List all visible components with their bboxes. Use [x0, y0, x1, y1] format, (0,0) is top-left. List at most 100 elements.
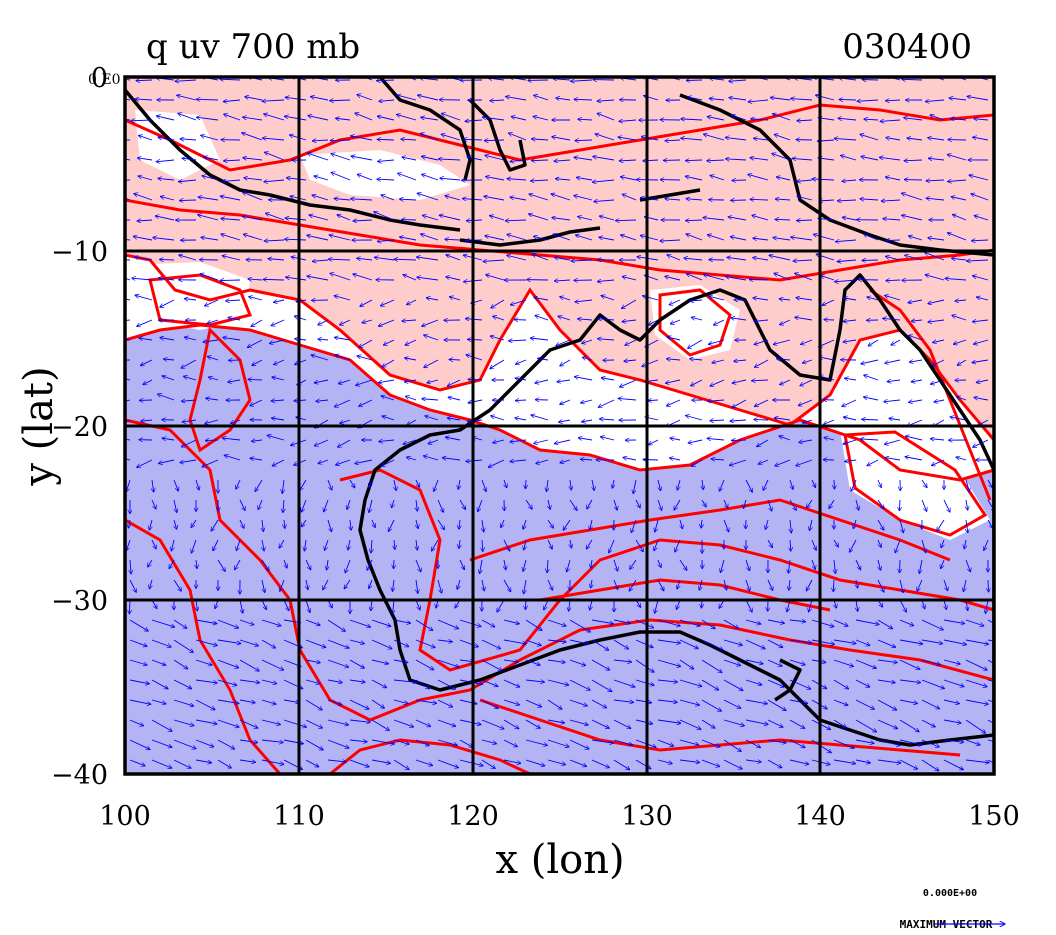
wind-vector: [701, 499, 706, 507]
wind-vector: [554, 439, 571, 444]
wind-vector: [707, 438, 725, 440]
wind-vector: [440, 178, 461, 180]
wind-vector: [208, 377, 219, 380]
wind-vector: [458, 479, 460, 489]
wind-vector: [691, 379, 703, 386]
wind-vector: [162, 438, 175, 440]
wind-vector: [381, 459, 395, 466]
wind-vector: [864, 397, 879, 401]
wind-vector: [158, 394, 175, 401]
wind-vectors: [125, 77, 994, 771]
wind-vector: [937, 519, 945, 531]
wind-vector: [843, 439, 857, 444]
plot-area: [125, 77, 994, 774]
wind-vector: [183, 376, 197, 381]
wind-vector: [178, 113, 197, 121]
y-axis-label: y (lat): [16, 366, 62, 486]
wind-vector: [242, 133, 263, 141]
wind-vector: [348, 539, 350, 550]
wind-vector: [640, 235, 659, 241]
wind-vector: [902, 79, 923, 80]
wind-vector: [633, 479, 637, 494]
wind-vector: [445, 239, 461, 240]
wind-vector: [601, 296, 615, 301]
wind-vector: [126, 539, 131, 551]
wind-vector: [394, 259, 417, 260]
wind-vector: [688, 339, 703, 348]
wind-vector: [515, 418, 527, 420]
wind-vector: [262, 539, 264, 551]
wind-vector: [714, 319, 725, 325]
wind-vector: [919, 559, 923, 574]
wind-vector: [445, 437, 461, 441]
wind-vector: [285, 218, 307, 220]
wind-vector: [835, 240, 857, 242]
wind-vector: [971, 240, 989, 241]
wind-vector: [861, 359, 879, 364]
humidity-contour: [469, 498, 951, 562]
wind-vector: [126, 479, 131, 492]
wind-vector: [271, 319, 285, 326]
wind-vector: [753, 258, 769, 261]
wind-vector: [510, 440, 527, 442]
wind-vector: [988, 579, 989, 592]
wind-vector: [272, 377, 285, 381]
wind-vector: [125, 158, 131, 161]
wind-vector: [675, 539, 681, 552]
wind-vector: [180, 459, 197, 463]
wind-vector: [878, 559, 881, 570]
wind-vector: [148, 559, 153, 567]
wind-vector: [753, 138, 769, 140]
wind-vector: [792, 158, 813, 160]
wind-vector: [688, 439, 703, 443]
wind-vector: [228, 317, 241, 320]
wind-vector: [331, 154, 351, 161]
wind-vector: [813, 234, 835, 241]
wind-vector: [158, 278, 175, 280]
wind-vector: [909, 360, 923, 362]
wind-vector: [181, 359, 197, 368]
wind-vector: [393, 619, 411, 623]
wind-vector: [179, 255, 197, 261]
wind-vector: [877, 499, 884, 509]
wind-vector: [777, 359, 791, 360]
wind-vector: [378, 379, 395, 383]
wind-vector: [422, 174, 439, 181]
wind-vector: [570, 479, 571, 490]
wind-vector: [770, 98, 791, 101]
wind-vector: [597, 100, 615, 101]
wind-vector: [403, 275, 417, 281]
wind-vector: [708, 339, 725, 344]
wind-vector: [178, 180, 197, 182]
wind-vector: [885, 177, 901, 181]
wind-vector: [125, 98, 131, 101]
wind-vector: [181, 400, 197, 401]
wind-vector: [420, 133, 439, 141]
wind-vector: [245, 97, 263, 101]
wind-vector: [594, 200, 615, 202]
wind-vector: [615, 220, 637, 221]
wind-vector: [708, 400, 725, 401]
wind-vector: [177, 95, 197, 101]
wind-vector: [137, 220, 153, 221]
wind-vector: [956, 457, 967, 461]
wind-vector: [944, 599, 946, 609]
wind-vector: [441, 134, 461, 141]
wind-vector: [426, 298, 439, 300]
wind-vector: [599, 216, 615, 221]
wind-vector: [236, 479, 241, 489]
wind-vector: [908, 299, 923, 303]
wind-vector: [207, 356, 219, 361]
wind-vector: [972, 320, 989, 322]
wind-vector: [283, 599, 289, 611]
wind-vector: [249, 297, 263, 301]
wind-vector: [261, 579, 265, 592]
wind-vector: [250, 399, 263, 406]
wind-vector: [578, 217, 593, 221]
wind-vector: [921, 499, 927, 511]
wind-vector: [877, 519, 884, 530]
wind-vector: [928, 299, 945, 304]
wind-vector: [490, 359, 505, 369]
wind-vector: [807, 499, 813, 508]
y-tick-label: −40: [51, 760, 108, 791]
